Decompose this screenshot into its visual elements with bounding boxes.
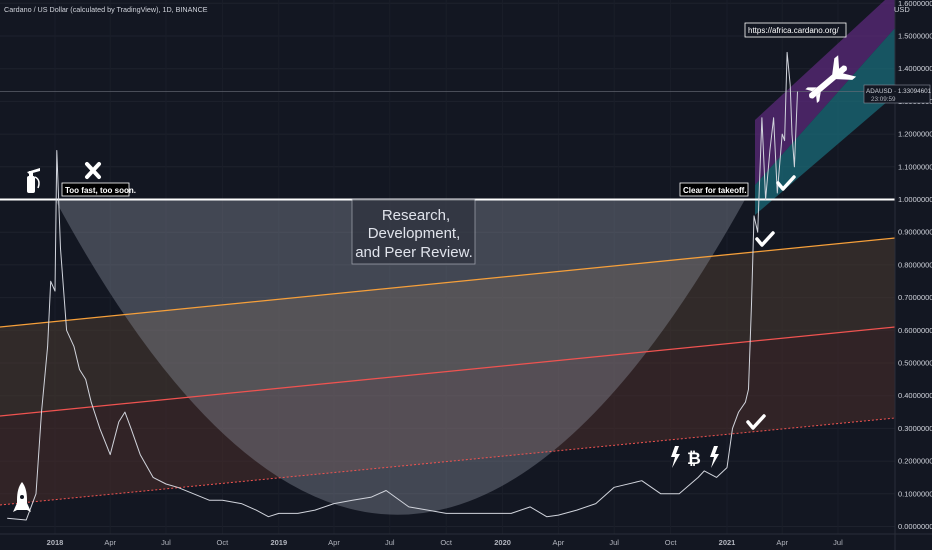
clear-takeoff-text: Clear for takeoff. — [683, 186, 747, 195]
research-line-3: and Peer Review. — [355, 244, 473, 261]
lightning-icon — [671, 446, 680, 468]
lightning-icon — [710, 446, 719, 468]
x-tick-label: Jul — [161, 538, 171, 547]
x-tick-label: Oct — [665, 538, 678, 547]
url-label: https://africa.cardano.org/ — [744, 22, 847, 38]
regression-band-upper — [0, 238, 895, 416]
price-series-line — [7, 51, 798, 521]
x-tick-label: Jul — [385, 538, 395, 547]
too-fast-label: Too fast, too soon. — [61, 182, 136, 197]
x-tick-label: Apr — [776, 538, 788, 547]
x-tick-label: Apr — [328, 538, 340, 547]
x-tick-label: Oct — [440, 538, 453, 547]
regression-band-lower — [0, 327, 895, 505]
rocket-icon — [13, 482, 31, 512]
x-tick-label: 2020 — [494, 538, 511, 547]
fire-extinguisher-icon — [27, 168, 40, 193]
orange-regression-line — [0, 237, 896, 328]
airplane-icon — [805, 55, 857, 104]
research-arc — [55, 199, 745, 515]
x-tick-label: Jul — [833, 538, 843, 547]
teal-channel — [755, 28, 895, 215]
clear-takeoff-label: Clear for takeoff. — [679, 182, 749, 197]
axis-unit: USD — [894, 5, 910, 14]
research-line-1: Research, — [382, 207, 450, 224]
x-tick-label: Apr — [104, 538, 116, 547]
price-label-value: ADAUSD · 1.33094601 — [866, 88, 932, 95]
too-fast-text: Too fast, too soon. — [65, 186, 136, 195]
checkmark-icon — [776, 175, 796, 191]
current-price-label: ADAUSD · 1.33094601 23:09:59 — [863, 84, 932, 104]
red-regression-line — [0, 326, 896, 417]
lower-dotted-line — [0, 417, 896, 506]
checkmark-icon — [755, 231, 775, 247]
purple-channel — [755, 0, 895, 185]
x-mark-icon — [85, 162, 101, 179]
x-tick-label: 2019 — [270, 538, 287, 547]
x-tick-label: Jul — [609, 538, 619, 547]
x-tick-label: Apr — [553, 538, 565, 547]
x-tick-label: 2021 — [719, 538, 736, 547]
research-line-2: Development, — [368, 225, 461, 242]
checkmark-icon — [746, 414, 766, 430]
chart-title: Cardano / US Dollar (calculated by Tradi… — [4, 5, 208, 14]
x-tick-label: Oct — [217, 538, 230, 547]
time-axis[interactable]: 2018 Apr Jul Oct 2019 Apr Jul Oct 2020 Apr Jul Oct 2… — [47, 538, 843, 547]
research-box: Research, Development, and Peer Review. — [351, 198, 476, 265]
price-label-countdown: 23:09:59 — [871, 96, 896, 103]
url-text: https://africa.cardano.org/ — [748, 26, 839, 35]
x-tick-label: 2018 — [47, 538, 64, 547]
bitcoin-icon: ₿ — [687, 449, 701, 468]
